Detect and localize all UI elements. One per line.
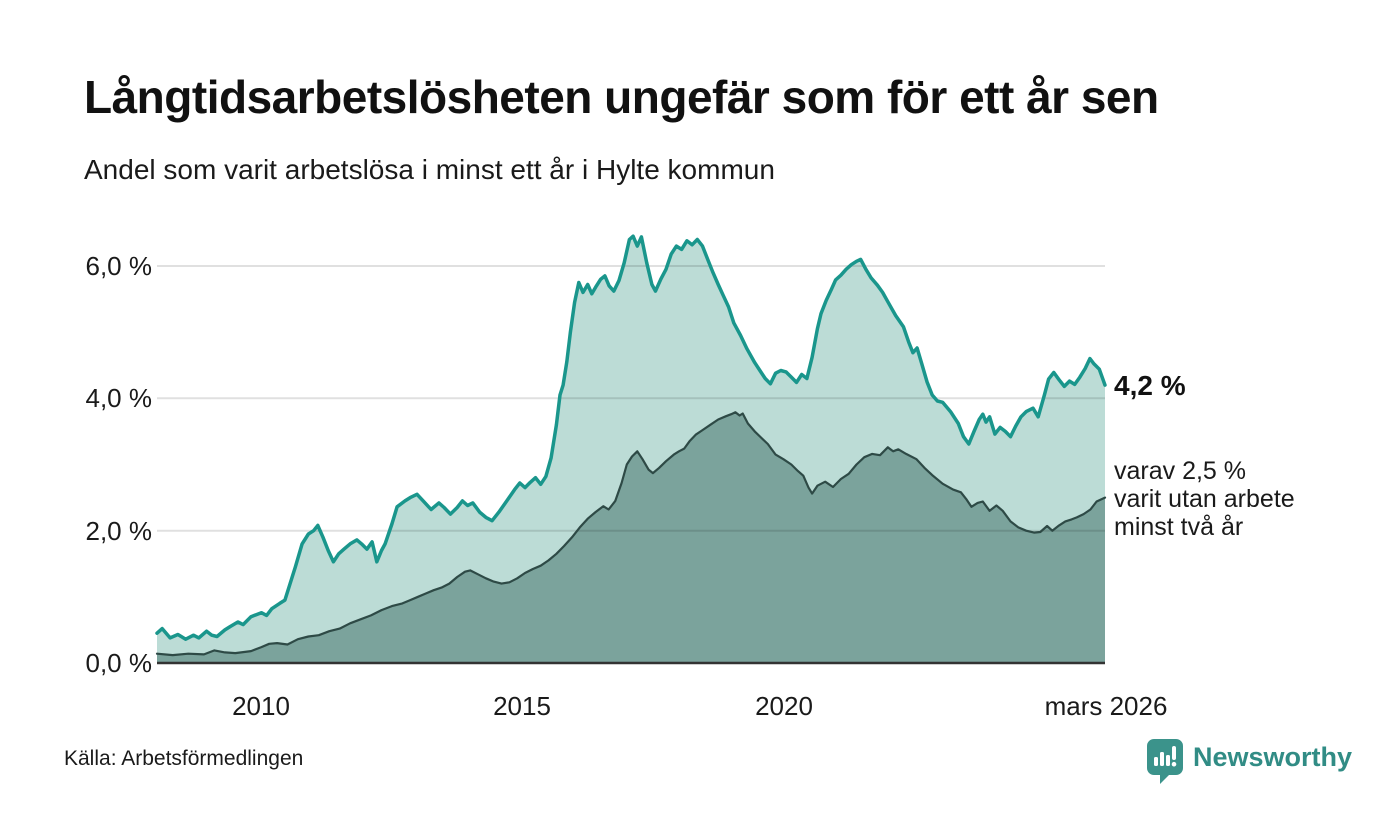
- x-axis-label-2010: 2010: [232, 691, 290, 721]
- newsworthy-bubble-chart-icon: [1147, 739, 1183, 784]
- y-axis-label-4: 4,0 %: [85, 383, 153, 413]
- newsworthy-logo: Newsworthy: [1146, 738, 1352, 785]
- series-line-minst-tva-ar: [155, 411, 1107, 657]
- series-area-minst-tva-ar: [157, 412, 1105, 663]
- series2-annotation-line1: varav 2,5 %: [1114, 457, 1247, 485]
- y-axis-label-2: 2,0 %: [85, 516, 153, 546]
- source-note: Källa: Arbetsförmedlingen: [64, 747, 304, 770]
- series2-annotation-line3: minst två år: [1114, 513, 1244, 541]
- x-axis-label-2015: 2015: [493, 691, 551, 721]
- series1-end-value-label: 4,2 %: [1114, 370, 1186, 401]
- y-axis-label-0: 0,0 %: [85, 648, 153, 678]
- x-axis-label-2020: 2020: [755, 691, 813, 721]
- series-line-minst-ett-ar: [155, 234, 1107, 641]
- y-axis-label-6: 6,0 %: [85, 251, 153, 281]
- page-subtitle: Andel som varit arbetslösa i minst ett å…: [84, 154, 775, 185]
- x-axis-label-mars-2026: mars 2026: [1044, 691, 1168, 721]
- series2-end-annotation: varav 2,5 % varit utan arbete minst två …: [1114, 457, 1295, 541]
- series2-annotation-line2: varit utan arbete: [1114, 485, 1295, 513]
- page-title: Långtidsarbetslösheten ungefär som för e…: [84, 71, 1159, 123]
- newsworthy-wordmark: Newsworthy: [1193, 742, 1353, 772]
